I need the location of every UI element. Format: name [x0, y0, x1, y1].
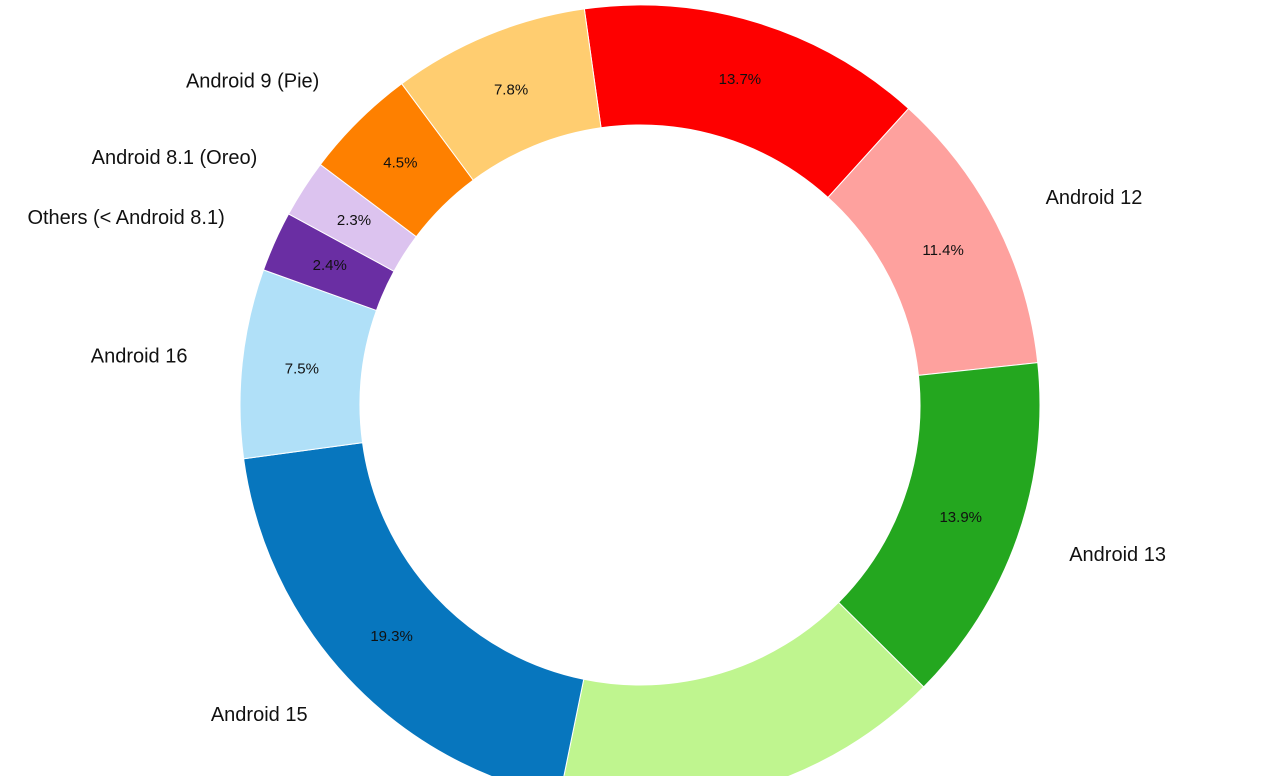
- slice-label-android-8-1-oreo: Android 8.1 (Oreo): [92, 147, 258, 169]
- percent-label-slice-9: 7.8%: [494, 81, 528, 98]
- slice-label-others-android-8-1: Others (< Android 8.1): [27, 207, 224, 229]
- percent-label-android-9-pie: 4.5%: [383, 155, 417, 172]
- slice-slice-3: [563, 601, 925, 776]
- percent-label-android-16: 7.5%: [285, 360, 319, 377]
- percent-label-android-13: 13.9%: [939, 509, 982, 526]
- percent-label-android-8-1-oreo: 2.3%: [337, 212, 371, 229]
- percent-label-android-15: 19.3%: [370, 628, 413, 645]
- percent-label-others-android-8-1: 2.4%: [313, 257, 347, 274]
- slice-label-android-12: Android 12: [1046, 187, 1143, 209]
- donut-slices: [239, 4, 1041, 776]
- slice-android-15: [243, 442, 585, 776]
- slice-label-android-16: Android 16: [91, 346, 188, 368]
- slice-slice-9: [401, 8, 602, 181]
- slice-label-android-15: Android 15: [211, 704, 308, 726]
- slice-label-android-13: Android 13: [1069, 544, 1166, 566]
- slice-label-android-9-pie: Android 9 (Pie): [186, 70, 319, 92]
- percent-labels: 13.7% 11.4% 13.9% 19.3% 7.5% 2.4% 2.3% 4.5% 7.8%: [285, 71, 982, 645]
- percent-label-android-12: 11.4%: [922, 242, 963, 259]
- percent-label-android-11: 13.7%: [719, 71, 762, 88]
